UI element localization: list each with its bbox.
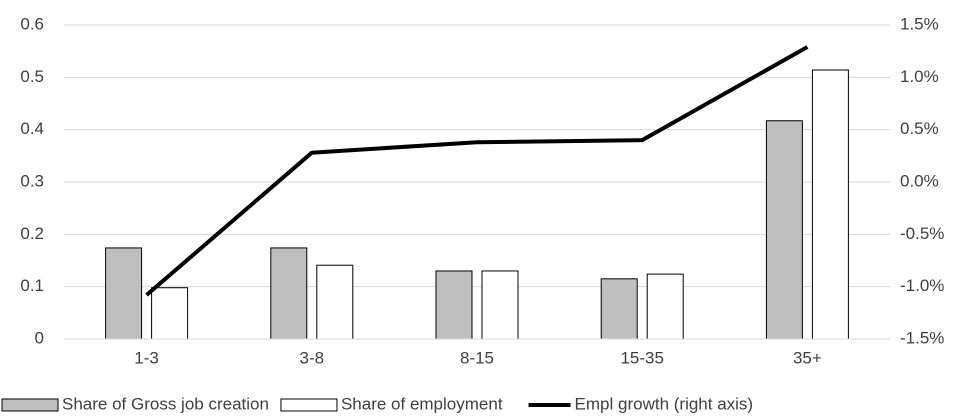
bar [600, 278, 638, 340]
y-tick-label: 0.1 [20, 276, 44, 295]
y2-tick-label: -1.0% [900, 276, 944, 295]
y2-tick-label: 0.5% [900, 119, 939, 138]
x-tick-label: 35+ [793, 348, 822, 367]
bar [765, 120, 803, 340]
legend-swatch [1, 398, 59, 412]
bar [316, 264, 354, 340]
y-tick-label: 0.6 [20, 14, 44, 33]
y2-tick-label: 1.5% [900, 14, 939, 33]
bar [151, 287, 189, 340]
y2-tick-label: 1.0% [900, 67, 939, 86]
bar [646, 273, 684, 340]
y2-tick-label: -0.5% [900, 224, 944, 243]
bar [105, 247, 143, 340]
bar [435, 270, 473, 340]
y-tick-label: 0 [35, 328, 44, 347]
y2-tick-label: 0.0% [900, 171, 939, 190]
y-tick-label: 0.3 [20, 171, 44, 190]
y-tick-label: 0.4 [20, 119, 44, 138]
x-tick-label: 15-35 [620, 348, 663, 367]
legend-label: Share of Gross job creation [62, 394, 269, 413]
line [145, 45, 809, 297]
legend-swatch [280, 398, 338, 412]
x-tick-label: 8-15 [460, 348, 494, 367]
bar [270, 247, 308, 340]
legend-label: Empl growth (right axis) [575, 394, 754, 413]
bar [811, 69, 849, 340]
x-tick-label: 1-3 [134, 348, 159, 367]
y2-tick-label: -1.5% [900, 328, 944, 347]
y-tick-label: 0.5 [20, 67, 44, 86]
bar [481, 270, 519, 340]
y-tick-label: 0.2 [20, 224, 44, 243]
legend-label: Share of employment [341, 394, 503, 413]
x-tick-label: 3-8 [300, 348, 325, 367]
